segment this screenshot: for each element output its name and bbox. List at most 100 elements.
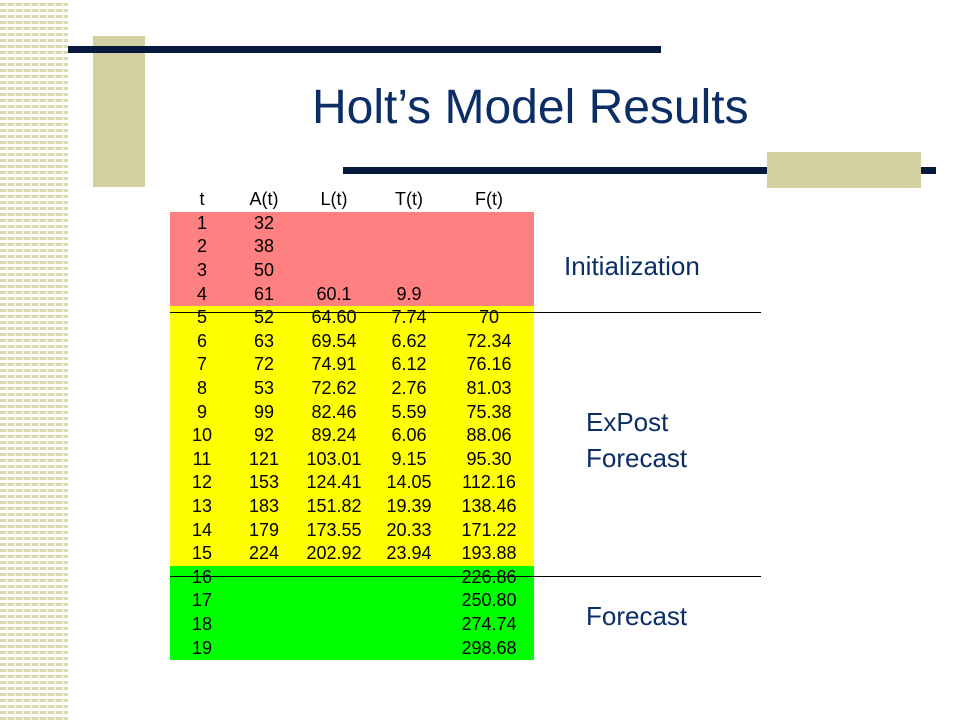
table-cell [294,565,374,590]
table-cell: 32 [234,211,294,236]
table-row: 6 63 69.54 6.62 72.34 [170,329,534,354]
table-cell: 2 [170,235,234,259]
table-cell: 23.94 [374,541,444,566]
table-cell [374,636,444,660]
table-row: 15 224 202.92 23.94 193.88 [170,541,534,566]
table-cell: 16 [170,565,234,590]
table-cell [234,589,294,613]
table-cell [294,612,374,637]
table-cell [294,211,374,236]
table-cell: 103.01 [294,447,374,472]
table-cell: 298.68 [444,636,534,660]
left-stripe-decoration [0,0,68,720]
table-cell: 6.62 [374,329,444,354]
table-cell: 74.91 [294,353,374,377]
table-body: 1 32 2 38 3 50 4 61 60.1 9.9 5 52 64.60 7.74 70 6 63 69.5… [170,211,534,660]
table-row: 9 99 82.46 5.59 75.38 [170,400,534,424]
table-cell: 18 [170,612,234,637]
table-row: 19 298.68 [170,636,534,660]
table-cell: 5.59 [374,400,444,424]
table-cell: 250.80 [444,589,534,613]
table-cell [374,258,444,283]
table-cell: 153 [234,471,294,495]
table-cell: 6.06 [374,423,444,448]
header-t-trend: T(t) [374,188,444,212]
table-row: 11 121 103.01 9.15 95.30 [170,447,534,472]
table-cell: 151.82 [294,494,374,519]
table-cell: 72 [234,353,294,377]
table-cell: 183 [234,494,294,519]
table-cell: 4 [170,282,234,306]
table-cell: 53 [234,376,294,401]
table-cell: 75.38 [444,400,534,424]
table-cell: 61 [234,282,294,306]
forecast-label: Forecast [586,601,688,631]
table-cell: 82.46 [294,400,374,424]
table-cell: 99 [234,400,294,424]
table-cell: 226.86 [444,565,534,590]
table-cell: 89.24 [294,423,374,448]
table-row: 12 153 124.41 14.05 112.16 [170,471,534,495]
table-cell [294,258,374,283]
table-cell: 17 [170,589,234,613]
decor-bar-middle [343,167,936,174]
table-cell [374,612,444,637]
table-row: 1 32 [170,211,534,236]
table-cell [234,565,294,590]
table-cell: 6 [170,329,234,354]
header-t: t [170,188,234,212]
table-cell [294,235,374,259]
table-cell: 5 [170,305,234,330]
table-cell: 1 [170,211,234,236]
table-cell: 3 [170,258,234,283]
table-cell: 9 [170,400,234,424]
table-row: 13 183 151.82 19.39 138.46 [170,494,534,519]
table-cell: 173.55 [294,518,374,542]
expost-label-line1: ExPost [586,407,669,437]
table-cell: 7.74 [374,305,444,330]
table-cell: 6.12 [374,353,444,377]
table-cell: 38 [234,235,294,259]
table-cell: 9.15 [374,447,444,472]
table-cell [234,612,294,637]
table-cell: 88.06 [444,423,534,448]
table-cell: 72.34 [444,329,534,354]
table-cell: 202.92 [294,541,374,566]
table-row: 3 50 [170,258,534,283]
table-cell: 63 [234,329,294,354]
table-cell: 19 [170,636,234,660]
table-header-row: t A(t) L(t) T(t) F(t) [170,188,534,212]
table-cell: 20.33 [374,518,444,542]
table-cell: 14 [170,518,234,542]
table-row: 4 61 60.1 9.9 [170,282,534,306]
table-cell: 14.05 [374,471,444,495]
table-cell: 124.41 [294,471,374,495]
results-table: t A(t) L(t) T(t) F(t) 1 32 2 38 3 50 4 61 60.1 9.… [170,188,534,660]
table-cell: 19.39 [374,494,444,519]
expost-forecast-label: ExPost Forecast [586,404,687,477]
table-cell: 60.1 [294,282,374,306]
table-cell: 11 [170,447,234,472]
table-cell: 274.74 [444,612,534,637]
header-f: F(t) [444,188,534,212]
section-divider-2 [170,576,761,577]
table-cell [294,589,374,613]
table-cell: 92 [234,423,294,448]
expost-label-line2: Forecast [586,443,688,474]
table-cell: 9.9 [374,282,444,306]
table-row: 10 92 89.24 6.06 88.06 [170,423,534,448]
table-cell: 112.16 [444,471,534,495]
table-row: 17 250.80 [170,589,534,613]
table-cell: 2.76 [374,376,444,401]
header-a: A(t) [234,188,294,212]
initialization-label: Initialization [564,251,700,281]
table-cell: 8 [170,376,234,401]
table-row: 8 53 72.62 2.76 81.03 [170,376,534,401]
table-cell [374,589,444,613]
table-row: 2 38 [170,235,534,259]
table-cell [444,282,534,306]
table-cell: 13 [170,494,234,519]
table-cell: 95.30 [444,447,534,472]
table-cell: 193.88 [444,541,534,566]
table-cell: 15 [170,541,234,566]
